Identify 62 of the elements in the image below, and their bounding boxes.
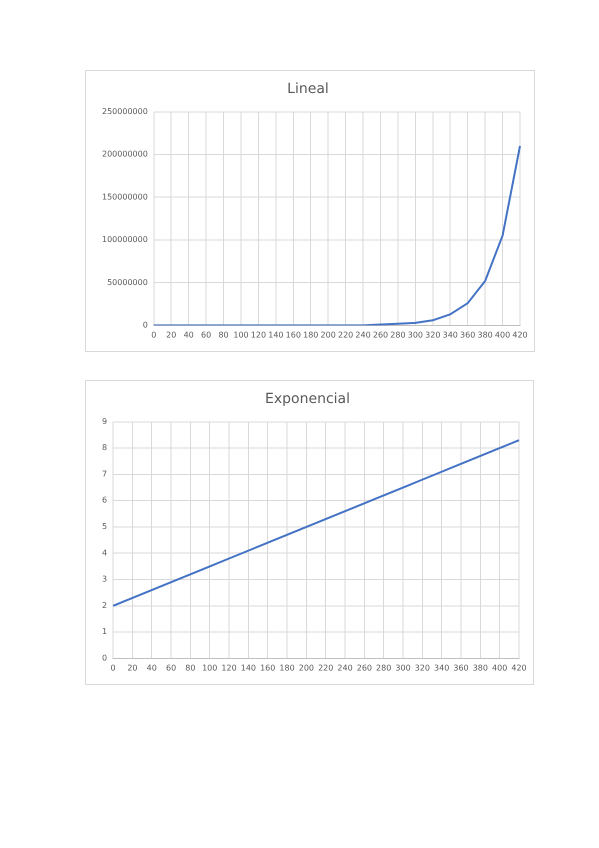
y-tick-label: 200000000 (102, 150, 148, 159)
x-tick-label: 400 (494, 330, 510, 340)
x-tick-label: 60 (201, 330, 212, 340)
x-tick-label: 260 (372, 330, 388, 340)
x-tick-label: 220 (338, 330, 354, 340)
y-tick-label: 5 (102, 522, 108, 532)
x-tick-label: 140 (268, 330, 284, 340)
y-tick-label: 9 (102, 416, 108, 426)
x-tick-label: 180 (303, 330, 318, 340)
chart-title: Lineal (287, 81, 329, 98)
x-tick-label: 240 (355, 330, 371, 340)
x-tick-label: 140 (240, 663, 256, 672)
x-tick-label: 120 (221, 663, 237, 672)
x-tick-label: 360 (460, 330, 476, 340)
x-tick-label: 40 (146, 663, 157, 672)
y-tick-label: 7 (102, 469, 108, 478)
y-tick-label: 100000000 (102, 235, 148, 244)
x-tick-label: 200 (320, 330, 336, 340)
x-tick-label: 160 (260, 663, 276, 672)
x-tick-label: 220 (318, 663, 334, 672)
x-tick-label: 320 (425, 330, 440, 340)
x-tick-label: 20 (166, 330, 176, 340)
y-tick-label: 6 (102, 496, 108, 505)
x-tick-label: 40 (184, 330, 194, 340)
x-tick-label: 60 (166, 663, 176, 672)
x-tick-label: 80 (185, 663, 196, 672)
x-tick-label: 200 (298, 663, 314, 672)
y-tick-label: 0 (102, 653, 108, 662)
y-tick-label: 2 (102, 600, 108, 610)
x-tick-label: 180 (279, 663, 295, 672)
x-tick-label: 100 (202, 663, 218, 672)
x-tick-label: 400 (492, 663, 508, 672)
x-tick-label: 100 (233, 330, 249, 340)
x-tick-label: 420 (512, 330, 528, 340)
x-tick-label: 120 (250, 330, 266, 340)
x-tick-label: 360 (453, 663, 469, 672)
x-tick-label: 0 (151, 330, 156, 340)
x-tick-label: 300 (408, 330, 424, 340)
x-tick-label: 380 (477, 330, 493, 340)
y-tick-label: 1 (102, 627, 108, 636)
x-tick-label: 20 (127, 663, 138, 672)
y-tick-label: 4 (102, 548, 108, 558)
y-tick-label: 150000000 (102, 192, 148, 202)
x-tick-label: 340 (434, 663, 450, 672)
x-tick-label: 320 (414, 663, 430, 672)
x-tick-label: 160 (286, 330, 301, 340)
x-tick-label: 280 (376, 663, 392, 672)
y-tick-label: 0 (142, 320, 148, 330)
y-tick-label: 250000000 (102, 106, 148, 116)
x-tick-label: 280 (390, 330, 406, 340)
y-tick-label: 3 (102, 574, 108, 584)
x-tick-label: 240 (337, 663, 353, 672)
x-tick-label: 0 (110, 663, 116, 672)
x-tick-label: 340 (442, 330, 458, 340)
y-tick-label: 8 (102, 443, 108, 452)
x-tick-label: 80 (218, 330, 229, 340)
y-tick-label: 50000000 (107, 278, 148, 287)
x-tick-label: 300 (395, 663, 411, 672)
chart-title: Exponencial (265, 391, 350, 408)
x-tick-label: 260 (356, 663, 372, 672)
x-tick-label: 420 (511, 663, 527, 672)
x-tick-label: 380 (472, 663, 488, 672)
